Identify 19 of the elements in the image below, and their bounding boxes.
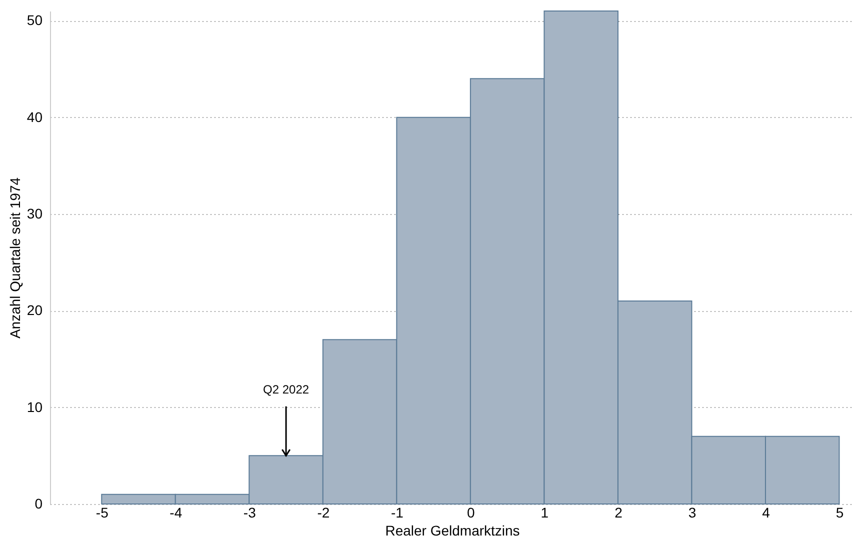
- x-tick-label: -2: [317, 504, 330, 520]
- x-tick-label: 4: [762, 504, 770, 520]
- y-tick-label: 50: [26, 12, 43, 28]
- x-tick-label: 1: [540, 504, 549, 520]
- x-tick-label: 0: [467, 504, 476, 520]
- x-tick-label: 2: [614, 504, 623, 520]
- y-axis-title: Anzahl Quartale seit 1974: [6, 177, 23, 339]
- y-tick-label: 20: [26, 302, 43, 318]
- x-tick-label: -4: [170, 504, 182, 520]
- annotation: Q2 2022: [263, 382, 310, 397]
- x-tick-label: -5: [96, 504, 109, 520]
- x-tick-label: -3: [243, 504, 256, 520]
- x-tick-label: 5: [836, 504, 844, 520]
- x-tick-label: -1: [390, 504, 404, 520]
- y-tick-label: 40: [26, 108, 43, 125]
- y-tick-label: 30: [26, 206, 43, 222]
- y-tick-label: 10: [26, 398, 43, 415]
- x-tick-label: 3: [688, 504, 696, 520]
- x-axis-title: Realer Geldmarktzins: [385, 522, 520, 538]
